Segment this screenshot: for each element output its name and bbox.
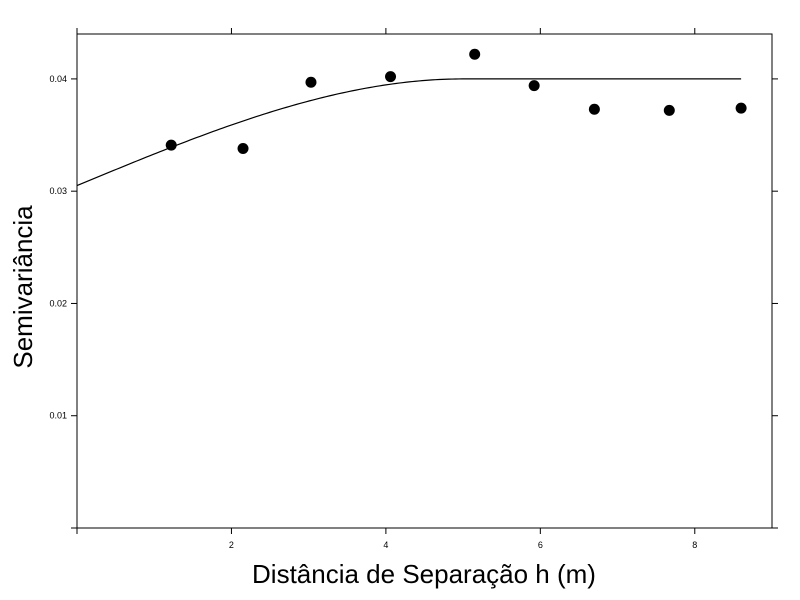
y-tick-label: 0.03 <box>49 186 67 196</box>
y-ticks: 0.01 0.02 0.03 0.04 <box>49 74 778 529</box>
data-point <box>528 80 540 92</box>
x-tick-label: 2 <box>229 540 234 550</box>
plot-frame <box>76 33 773 529</box>
x-axis-title: Distância de Separação h (m) <box>252 559 596 589</box>
y-axis-title: Semivariância <box>8 205 38 369</box>
y-tick-label: 0.04 <box>49 74 67 84</box>
x-tick-label: 6 <box>538 540 543 550</box>
data-point <box>305 76 317 88</box>
fitted-model-curve <box>76 78 742 187</box>
x-tick-label: 4 <box>383 540 388 550</box>
data-points <box>165 48 747 155</box>
data-point <box>735 102 747 114</box>
data-point <box>165 139 177 151</box>
data-point <box>588 103 600 115</box>
y-tick-label: 0.02 <box>49 298 67 308</box>
data-point <box>237 143 249 155</box>
x-ticks: 2 4 6 8 <box>76 28 697 550</box>
data-point <box>385 71 397 83</box>
data-point <box>469 48 481 60</box>
data-point <box>663 104 675 116</box>
x-tick-label: 8 <box>692 540 697 550</box>
y-tick-label: 0.01 <box>49 411 67 421</box>
